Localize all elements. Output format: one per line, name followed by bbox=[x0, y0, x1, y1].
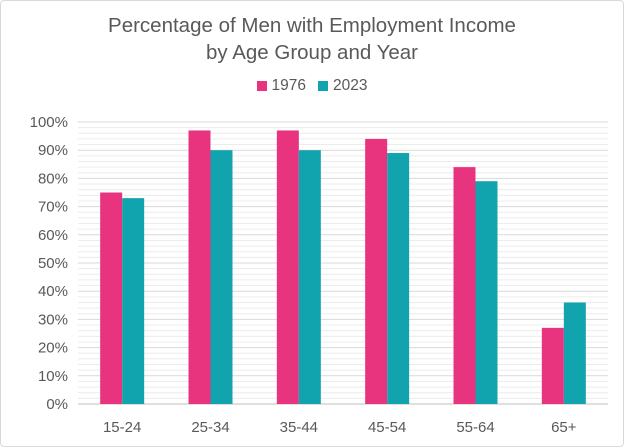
y-tick-label: 50% bbox=[38, 255, 68, 272]
y-tick-label: 80% bbox=[38, 170, 68, 187]
y-tick-label: 100% bbox=[30, 114, 68, 131]
x-tick-label: 35-44 bbox=[280, 419, 318, 436]
y-tick-label: 90% bbox=[38, 142, 68, 159]
x-tick-label: 55-64 bbox=[456, 419, 494, 436]
chart-title-line-2: by Age Group and Year bbox=[205, 41, 418, 64]
x-tick-label: 65+ bbox=[551, 419, 577, 436]
y-tick-label: 70% bbox=[38, 199, 68, 216]
legend-item-1976: 1976 bbox=[256, 77, 306, 95]
bar-2023-15-24 bbox=[122, 198, 145, 404]
y-tick-label: 60% bbox=[38, 227, 68, 244]
bar-2023-35-44 bbox=[298, 150, 321, 404]
legend-swatch-1976 bbox=[256, 81, 267, 91]
y-tick-label: 0% bbox=[46, 396, 68, 413]
bar-1976-25-34 bbox=[188, 130, 211, 404]
y-tick-label: 40% bbox=[38, 283, 68, 300]
legend-label-1976: 1976 bbox=[271, 77, 306, 94]
y-tick-label: 10% bbox=[38, 368, 68, 385]
bar-2023-55-64 bbox=[475, 181, 498, 404]
chart-legend: 1976 2023 bbox=[0, 77, 624, 95]
legend-item-2023: 2023 bbox=[318, 77, 367, 95]
x-tick-label: 15-24 bbox=[103, 419, 141, 436]
bar-1976-15-24 bbox=[100, 192, 123, 404]
legend-label-2023: 2023 bbox=[333, 77, 368, 94]
y-tick-label: 20% bbox=[38, 340, 68, 357]
bar-2023-45-54 bbox=[387, 153, 410, 404]
legend-swatch-2023 bbox=[318, 81, 328, 91]
y-tick-label: 30% bbox=[38, 311, 68, 328]
bar-1976-65+ bbox=[541, 327, 564, 404]
chart-title: Percentage of Men with Employment Income… bbox=[0, 12, 624, 66]
bar-1976-45-54 bbox=[365, 138, 388, 405]
chart-title-line-1: Percentage of Men with Employment Income bbox=[108, 14, 516, 37]
x-tick-label: 25-34 bbox=[191, 419, 229, 436]
bar-1976-55-64 bbox=[453, 167, 476, 404]
x-tick-label: 45-54 bbox=[368, 419, 406, 436]
bar-2023-25-34 bbox=[210, 150, 233, 404]
bar-1976-35-44 bbox=[276, 130, 299, 404]
bar-2023-65+ bbox=[563, 302, 586, 404]
